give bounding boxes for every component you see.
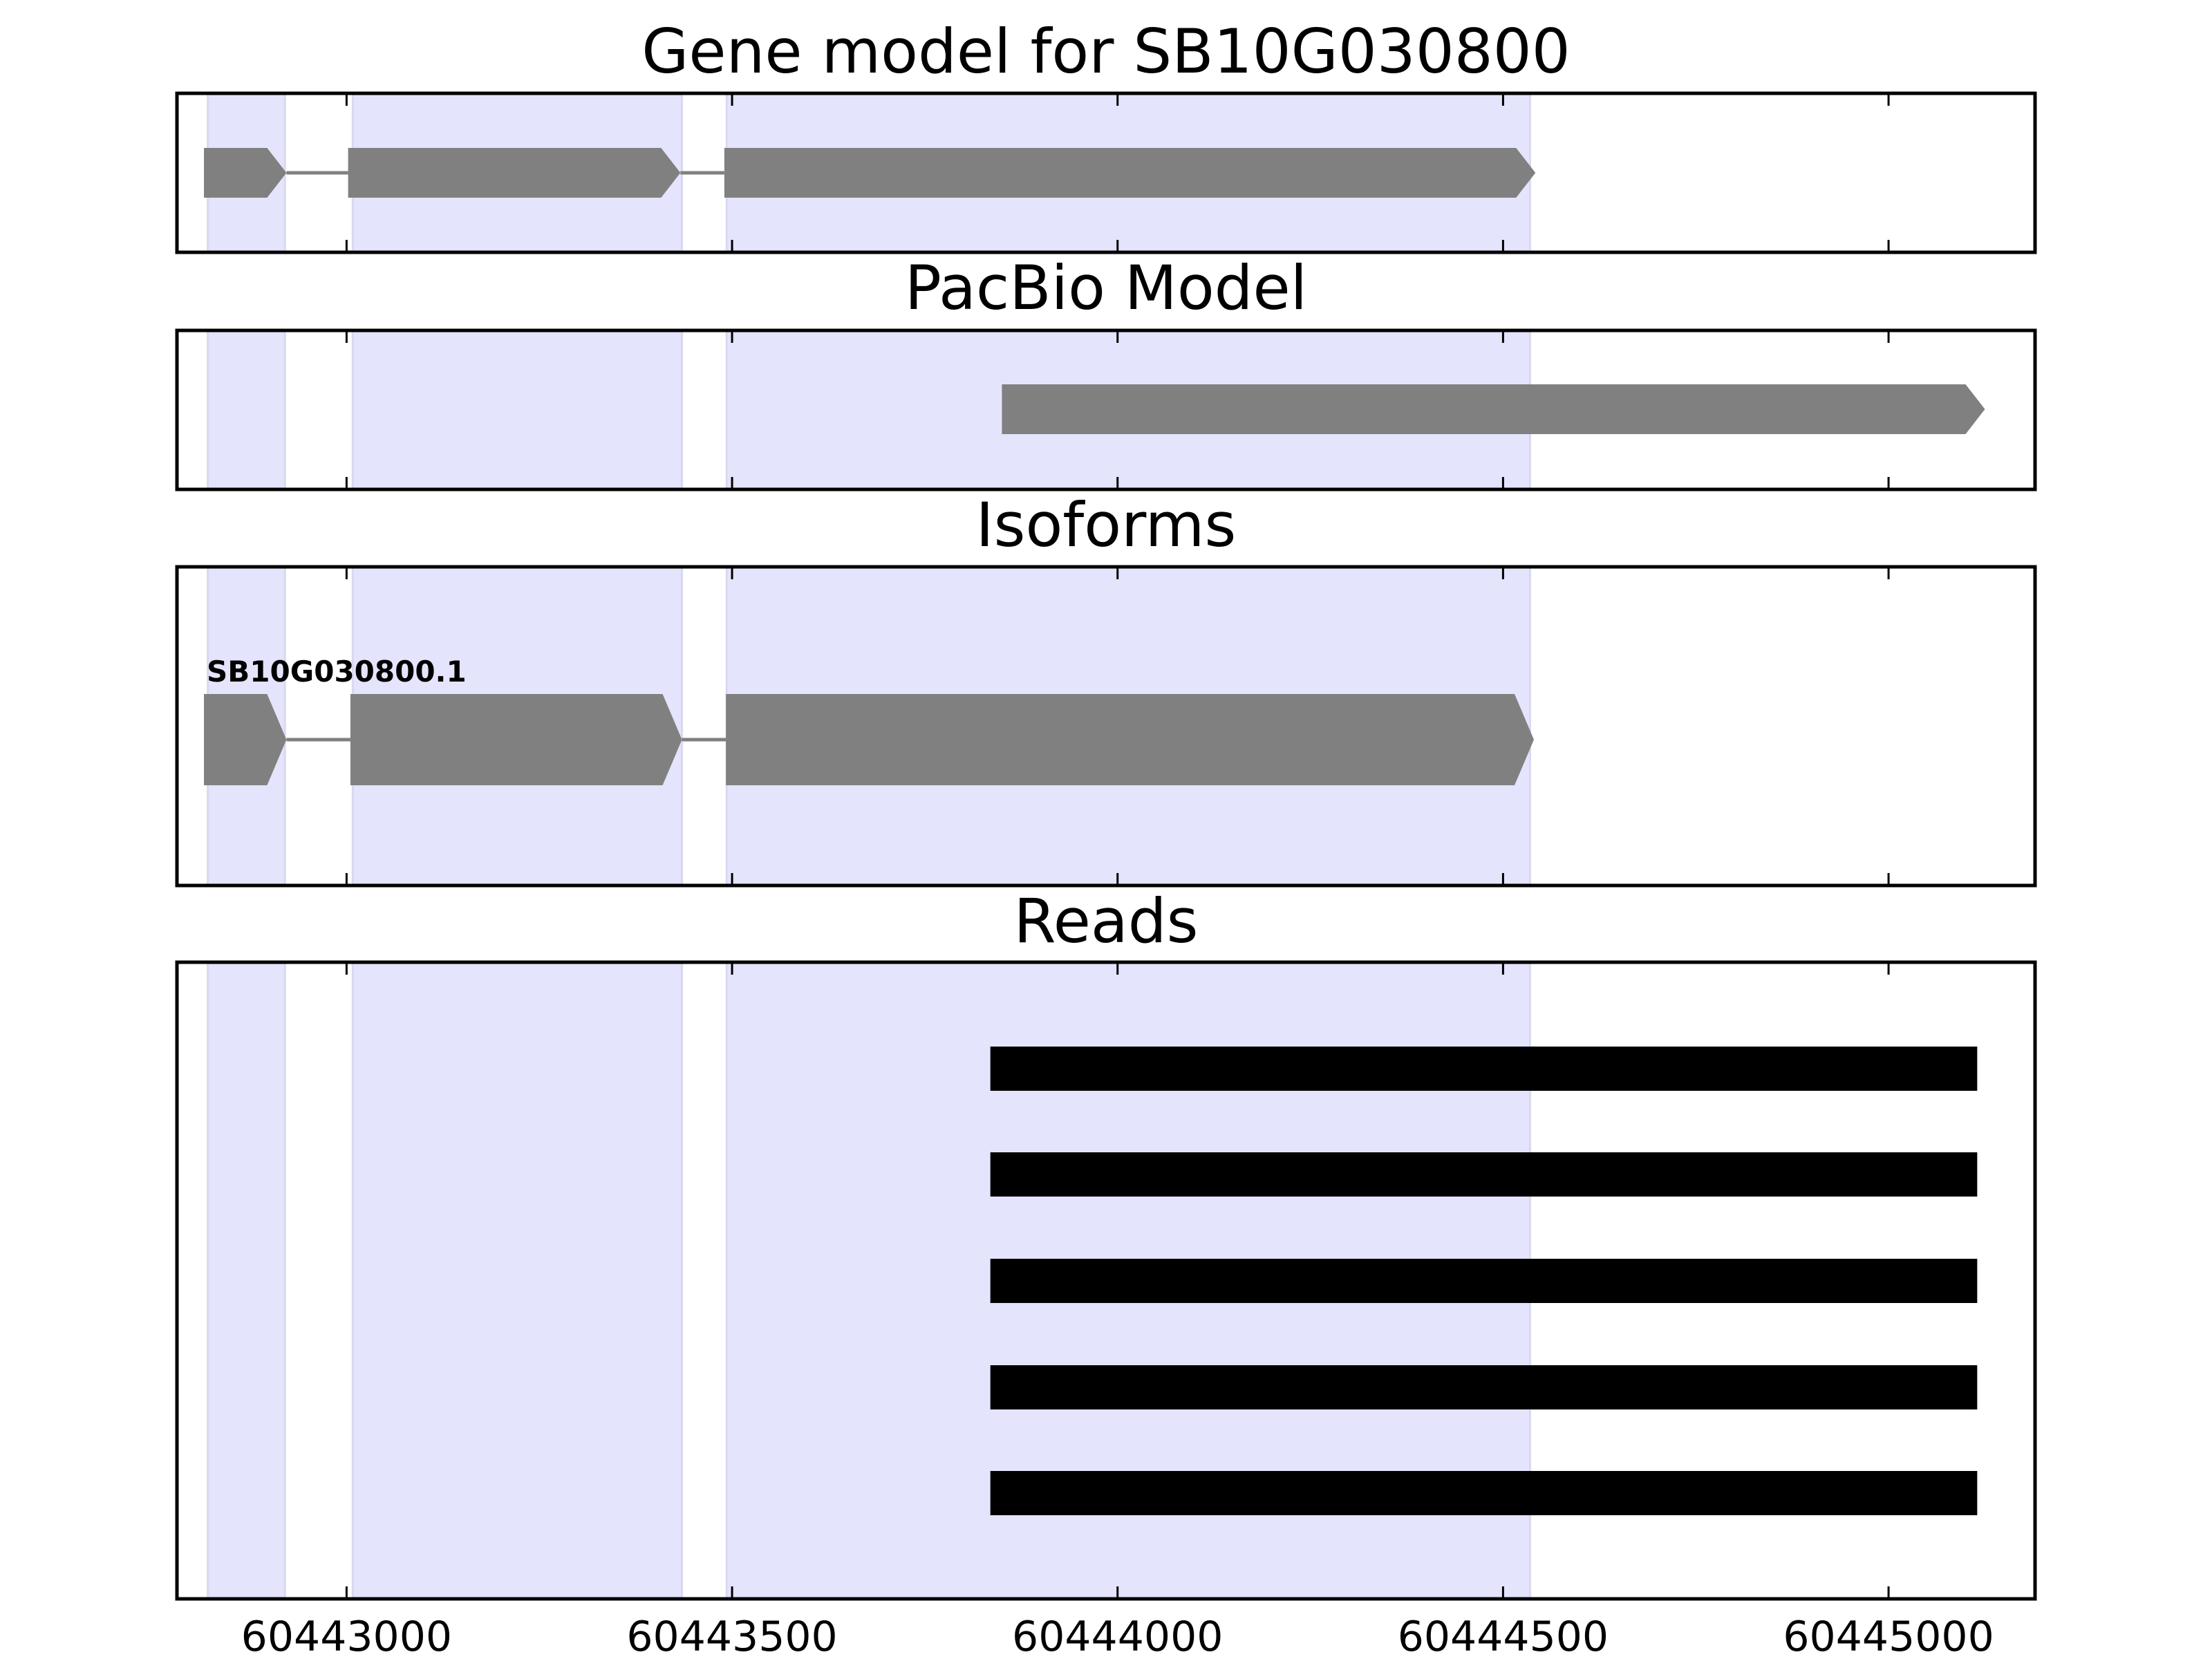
exon-block <box>204 694 287 785</box>
axes-frame <box>175 91 2037 254</box>
exon-block <box>724 148 1536 198</box>
x-tick-label: 60443000 <box>241 1613 452 1659</box>
panel-3: SB10G030800.1 <box>175 565 2037 888</box>
exon-shading-band <box>351 329 684 491</box>
read-bar <box>990 1259 1978 1303</box>
axes-frame <box>175 565 2037 888</box>
exon-shading-band <box>207 961 286 1600</box>
panel-1 <box>175 91 2037 254</box>
exon-block <box>350 694 682 785</box>
exon-shading-band <box>207 329 286 491</box>
exon-block <box>348 148 681 198</box>
x-tick-label: 60445000 <box>1783 1613 1994 1659</box>
panel-title: PacBio Model <box>905 252 1307 324</box>
panel-title: Isoforms <box>976 489 1237 561</box>
exon-block <box>1002 384 1985 434</box>
panel-title: Gene model for SB10G030800 <box>641 16 1571 87</box>
axes-frame <box>175 960 2037 1601</box>
read-bar <box>990 1471 1978 1515</box>
read-bar <box>990 1365 1978 1409</box>
x-tick-label: 60444500 <box>1398 1613 1609 1659</box>
x-tick-label: 60443500 <box>626 1613 837 1659</box>
x-tick-label: 60444000 <box>1012 1613 1223 1659</box>
panel-title: Reads <box>1014 885 1199 957</box>
plot-area: SB10G030800.1 <box>175 91 2037 1601</box>
exon-block <box>726 694 1535 785</box>
panel-4 <box>175 960 2037 1601</box>
x-axis-tick-labels: 60443000 60443500 60444000 60444500 60445000 <box>241 1613 1994 1659</box>
isoform-label: SB10G030800.1 <box>207 655 467 688</box>
panel-2 <box>175 328 2037 491</box>
read-bar <box>990 1047 1978 1091</box>
axes-frame <box>175 328 2037 491</box>
read-bar <box>990 1152 1978 1197</box>
exon-block <box>204 148 287 198</box>
exon-shading-band <box>351 961 684 1600</box>
